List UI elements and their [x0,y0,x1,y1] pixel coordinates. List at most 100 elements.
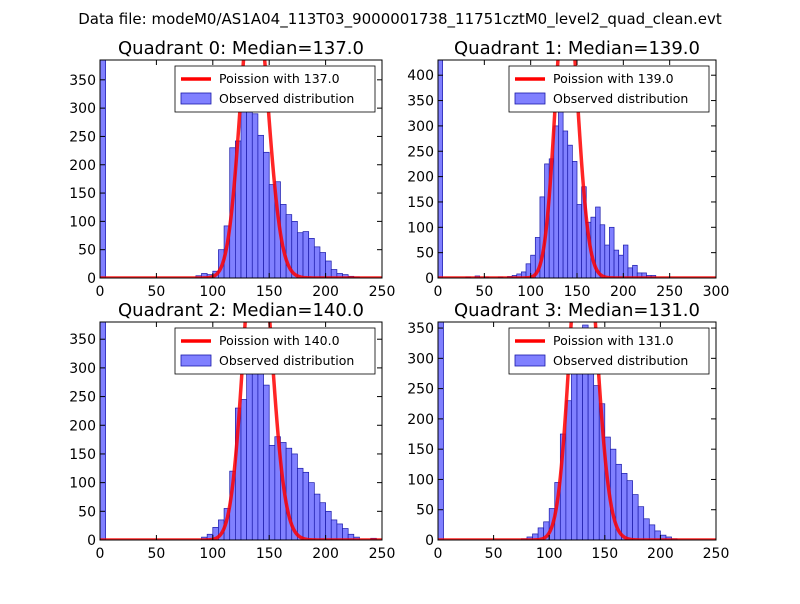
legend-observed-swatch [180,92,212,105]
x-tick-label: 50 [475,284,493,300]
x-tick-label: 250 [369,284,396,300]
y-tick-label: 200 [407,170,434,186]
histogram-bar [297,467,304,540]
quadrant-2-panel: 0 50 100 150 200 250 0 50 100 150 200 250 300 350 Quad… [69,300,396,562]
histogram-bar [587,367,595,540]
y-tick-label: 50 [416,246,434,262]
histogram-bar [240,110,247,278]
histogram-bar [251,113,259,278]
y-tick-label: 400 [407,68,434,84]
histogram-bar [567,144,573,278]
histogram-bar [257,134,264,278]
histogram-bar [297,232,304,278]
legend-poisson-label: Poission with 140.0 [219,333,340,348]
histogram-bar [438,60,443,278]
x-tick-label: 100 [199,546,226,562]
quadrant-0-panel: 0 50 100 150 200 250 0 50 100 150 200 250 300 350 Quad… [69,38,396,300]
quadrant-1-legend: Poission with 139.0 Observed distribution [508,65,710,113]
x-tick-label: 50 [147,546,165,562]
histogram-bar [263,384,270,540]
histogram-bar [268,444,276,540]
y-tick-label: 300 [69,361,96,377]
figure-title: Data file: modeM0/AS1A04_113T03_90000017… [78,10,722,29]
y-tick-label: 300 [69,101,96,117]
x-tick-label: 50 [147,284,165,300]
quadrant-2-legend: Poission with 140.0 Observed distribution [174,327,376,375]
x-tick-label: 100 [536,546,563,562]
histogram-bar [268,184,276,278]
histogram-bar [319,502,326,540]
histogram-bar [100,322,106,540]
x-tick-label: 0 [434,546,443,562]
histogram-bar [604,244,610,278]
histogram-bar [562,130,569,278]
x-tick-label: 100 [517,284,544,300]
quadrant-2-title: Quadrant 2: Median=140.0 [118,300,364,321]
histogram-bar [251,356,259,540]
histogram-bar [308,238,315,278]
y-tick-label: 150 [69,447,96,463]
histogram-bar [319,252,326,278]
histogram-bar [632,264,638,278]
x-tick-label: 0 [96,546,105,562]
x-tick-label: 150 [256,546,283,562]
histogram-bar [330,519,338,540]
x-tick-label: 0 [434,284,443,300]
y-tick-label: 150 [69,186,96,202]
histogram-bar [621,473,628,540]
histogram-bar [648,524,656,540]
x-tick-label: 200 [647,546,674,562]
x-tick-label: 250 [369,546,396,562]
quadrant-0-axes-frame [99,59,383,279]
histogram-bar [558,105,564,278]
legend-observed-label: Observed distribution [553,353,688,368]
y-tick-label: 100 [407,220,434,236]
histogram-bar [576,204,582,278]
legend-poisson-label: Poission with 131.0 [553,333,674,348]
y-tick-label: 300 [407,351,434,367]
histogram-bar [325,510,332,540]
x-tick-label: 200 [610,284,637,300]
histogram-bar [618,254,624,278]
quadrant-0-title: Quadrant 0: Median=137.0 [118,38,364,59]
histogram-bar [302,231,310,278]
y-tick-label: 0 [425,533,434,549]
histogram-bar [302,471,310,540]
histogram-bar [593,385,600,540]
histogram-bar [325,260,332,278]
x-tick-label: 150 [564,284,591,300]
x-tick-label: 250 [656,284,683,300]
x-tick-label: 200 [312,284,339,300]
histogram-bar [313,493,321,540]
legend-observed-swatch [180,354,212,367]
legend-observed-label: Observed distribution [219,353,354,368]
quadrant-2-axes-frame [99,321,383,541]
x-tick-label: 100 [199,284,226,300]
y-tick-label: 100 [407,472,434,488]
quadrant-3-axes-frame [437,321,717,541]
quadrant-3-title: Quadrant 3: Median=131.0 [454,300,700,321]
histogram-bar [571,364,578,540]
y-tick-label: 200 [69,158,96,174]
legend-observed-swatch [514,92,546,105]
histogram-bar [572,161,578,278]
y-tick-label: 250 [407,382,434,398]
x-tick-label: 300 [703,284,730,300]
quadrant-1-panel: 0 50 100 150 200 250 300 0 50 100 150 200 250 300 350 4… [407,38,730,300]
y-tick-label: 100 [69,214,96,230]
y-tick-label: 200 [69,418,96,434]
histogram-bar [246,87,253,278]
legend-poisson-label: Poission with 139.0 [553,71,674,86]
y-tick-label: 200 [407,412,434,428]
y-tick-label: 250 [69,129,96,145]
x-tick-label: 150 [591,546,618,562]
histogram-bar [637,506,645,540]
y-tick-label: 150 [407,442,434,458]
y-tick-label: 0 [87,533,96,549]
y-tick-label: 250 [69,390,96,406]
x-tick-label: 50 [485,546,503,562]
histogram-bar [626,480,633,540]
y-tick-label: 100 [69,476,96,492]
histogram-bar [599,224,606,278]
